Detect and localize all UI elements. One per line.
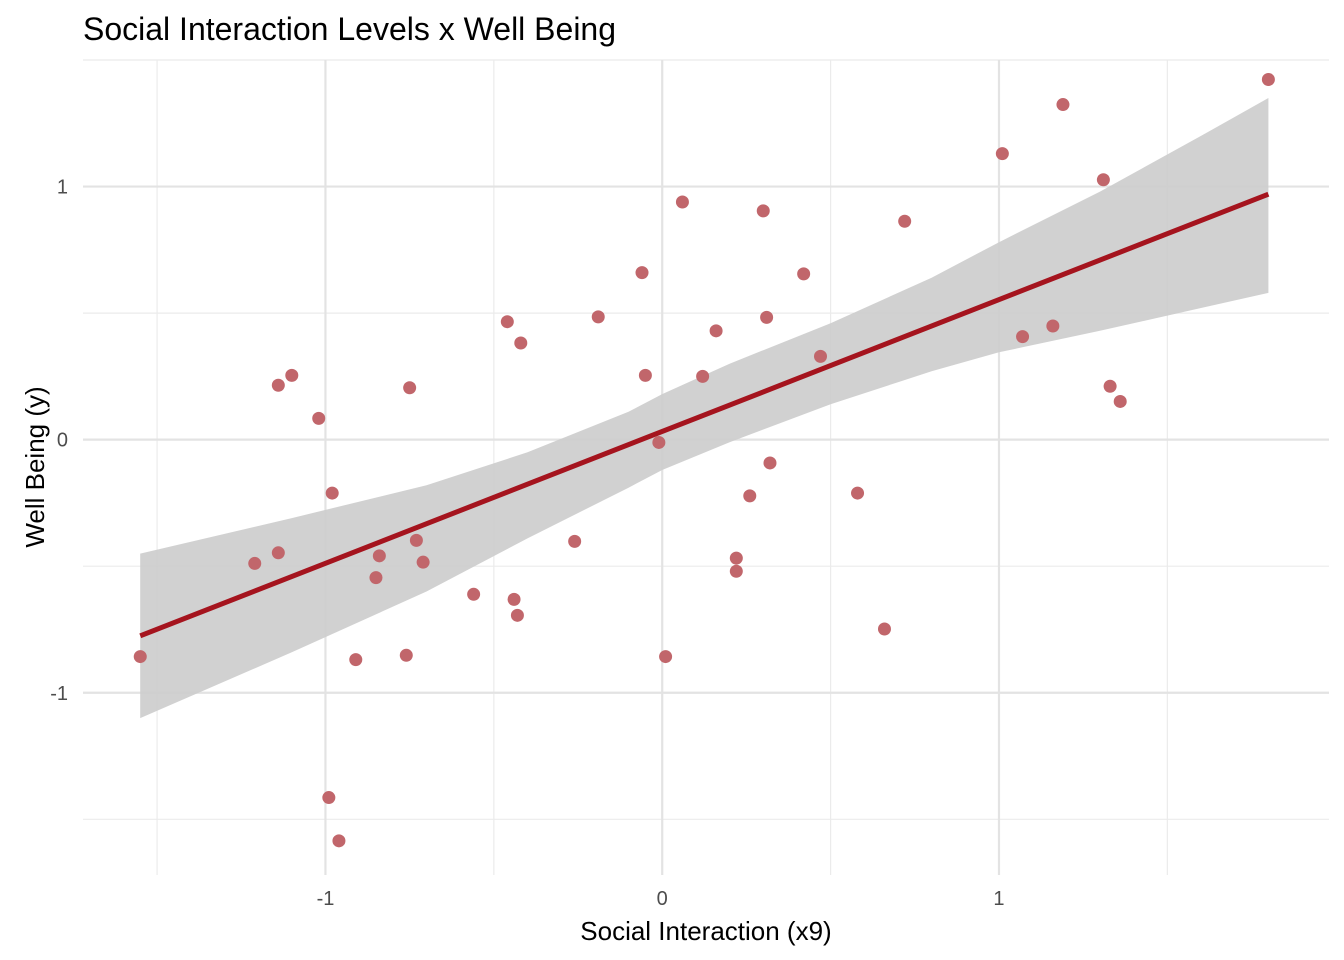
data-point bbox=[349, 653, 363, 667]
data-point bbox=[416, 555, 430, 569]
x-tick-label: 1 bbox=[993, 888, 1004, 910]
data-point bbox=[372, 549, 386, 563]
data-point bbox=[399, 648, 413, 662]
data-point bbox=[271, 546, 285, 560]
data-point bbox=[763, 456, 777, 470]
data-point bbox=[1046, 319, 1060, 333]
data-point bbox=[409, 533, 423, 547]
data-point bbox=[403, 381, 417, 395]
data-point bbox=[507, 592, 521, 606]
data-point bbox=[133, 650, 147, 664]
chart-title: Social Interaction Levels x Well Being bbox=[83, 11, 616, 47]
data-point bbox=[1096, 173, 1110, 187]
y-tick-label: 1 bbox=[57, 177, 68, 199]
x-tick-label: -1 bbox=[317, 888, 335, 910]
data-point bbox=[332, 834, 346, 848]
x-tick-label: 0 bbox=[657, 888, 668, 910]
points-group bbox=[133, 72, 1275, 848]
data-point bbox=[652, 435, 666, 449]
data-point bbox=[325, 486, 339, 500]
confidence-band bbox=[140, 98, 1269, 719]
data-point bbox=[1016, 330, 1030, 344]
data-point bbox=[659, 650, 673, 664]
data-point bbox=[709, 324, 723, 338]
data-point bbox=[635, 266, 649, 280]
data-point bbox=[995, 147, 1009, 161]
data-point bbox=[696, 369, 710, 383]
data-point bbox=[729, 564, 743, 578]
data-point bbox=[1056, 98, 1070, 112]
data-point bbox=[467, 587, 481, 601]
y-tick-label: 0 bbox=[57, 430, 68, 452]
data-point bbox=[743, 489, 757, 503]
data-point bbox=[271, 378, 285, 392]
data-point bbox=[877, 622, 891, 636]
data-point bbox=[510, 608, 524, 622]
data-point bbox=[638, 368, 652, 382]
x-axis-ticks: -1 0 1 bbox=[317, 888, 1005, 910]
data-point bbox=[851, 486, 865, 500]
y-axis-label: Well Being (y) bbox=[20, 386, 50, 547]
data-point bbox=[675, 195, 689, 209]
fit-line-group bbox=[139, 191, 1270, 639]
data-point bbox=[797, 267, 811, 281]
data-point bbox=[312, 411, 326, 425]
data-point bbox=[500, 315, 514, 329]
data-point bbox=[285, 368, 299, 382]
data-point bbox=[1113, 394, 1127, 408]
data-point bbox=[760, 310, 774, 324]
data-point bbox=[813, 349, 827, 363]
y-tick-label: -1 bbox=[50, 683, 68, 705]
y-axis-ticks: -1 0 1 bbox=[50, 177, 68, 705]
regression-line bbox=[139, 191, 1270, 639]
confidence-band-group bbox=[140, 98, 1269, 719]
data-point bbox=[1103, 379, 1117, 393]
data-point bbox=[514, 336, 528, 350]
data-point bbox=[756, 204, 770, 218]
x-axis-label: Social Interaction (x9) bbox=[580, 916, 831, 946]
data-point bbox=[322, 791, 336, 805]
data-point bbox=[898, 214, 912, 228]
data-point bbox=[591, 310, 605, 324]
data-point bbox=[729, 551, 743, 565]
data-point bbox=[248, 556, 262, 570]
data-point bbox=[1261, 72, 1275, 86]
data-point bbox=[568, 534, 582, 548]
data-point bbox=[369, 571, 383, 585]
